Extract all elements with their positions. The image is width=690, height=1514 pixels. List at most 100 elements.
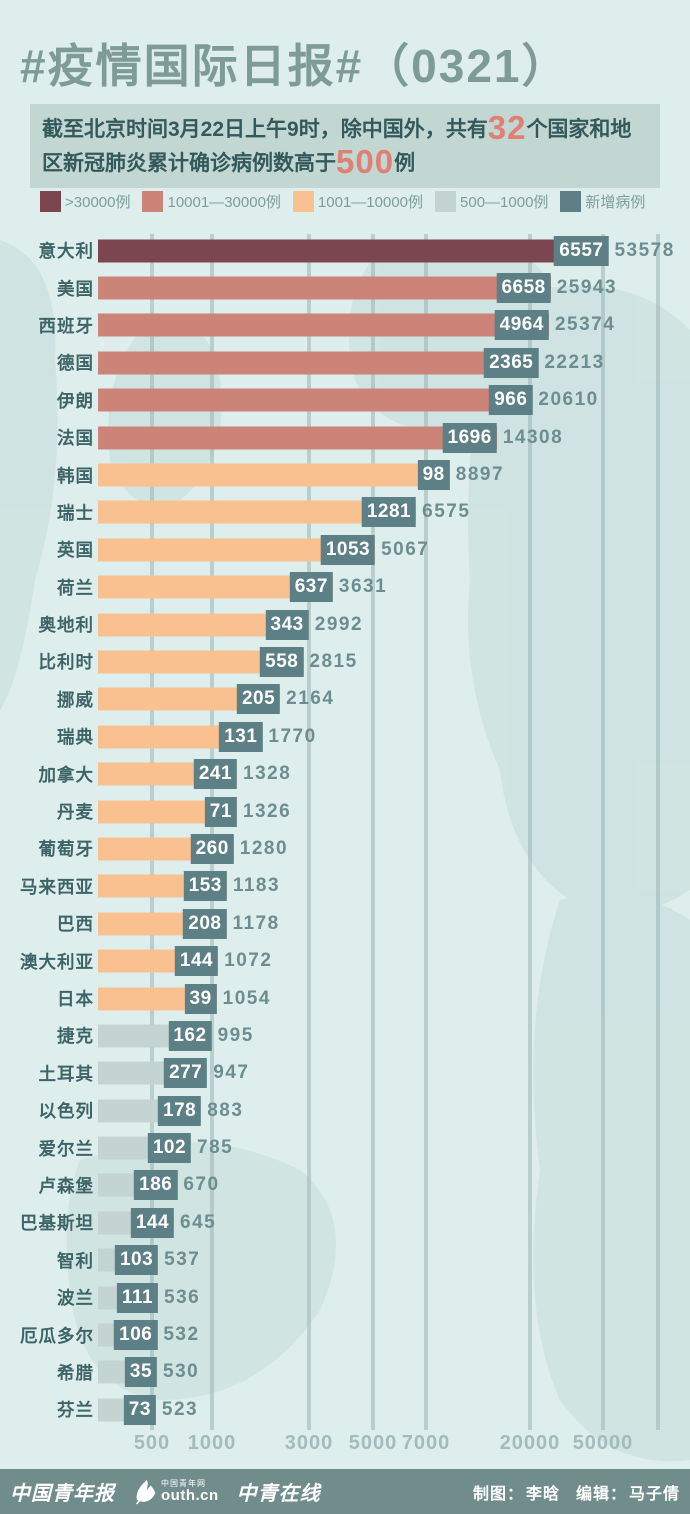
legend-item-b10001_30000: 10001—30000例: [142, 190, 281, 212]
country-label: 伊朗: [57, 390, 94, 411]
new-cases-badge: 1281: [361, 497, 417, 528]
legend-label: >30000例: [65, 193, 131, 211]
total-cases-bar: [98, 613, 309, 637]
country-label: 智利: [57, 1250, 94, 1271]
country-label: 西班牙: [38, 315, 94, 336]
country-count-highlight: 32: [487, 109, 527, 146]
chart-row: 意大利 6557 53578: [0, 232, 690, 269]
new-cases-badge: 2365: [484, 347, 539, 378]
chart-row: 葡萄牙 260 1280: [0, 830, 690, 867]
chart-row: 美国 6658 25943: [0, 269, 690, 306]
new-cases-badge: 1053: [320, 534, 376, 565]
chart-row: 以色列 178 883: [0, 1092, 690, 1129]
total-cases-value: 532: [163, 1324, 200, 1346]
bar-track: 98 8897: [98, 456, 690, 493]
chart-row: 卢森堡 186 670: [0, 1167, 690, 1204]
new-cases-badge: 260: [190, 833, 234, 864]
chart-rows: 意大利 6557 53578 美国 6658 25943 西班牙 4964 25374 德国 236…: [0, 232, 690, 1429]
new-cases-badge: 153: [183, 871, 227, 902]
country-label: 比利时: [38, 652, 94, 673]
gridline: [656, 234, 660, 1430]
bar-track: 208 1178: [98, 905, 690, 942]
x-axis-tick-label: 20000: [499, 1432, 561, 1454]
bar-track: 102 785: [98, 1129, 690, 1166]
country-label: 丹麦: [57, 802, 94, 823]
total-cases-value: 537: [164, 1249, 201, 1271]
new-cases-badge: 102: [147, 1133, 192, 1164]
total-cases-value: 1054: [222, 987, 271, 1009]
new-cases-badge: 103: [114, 1245, 159, 1276]
banner-text-middle: 个国家和地区新冠肺炎累计确诊病例数高于: [42, 118, 632, 175]
bar-track: 144 645: [98, 1204, 690, 1241]
gridline: [528, 234, 532, 1430]
country-label: 以色列: [38, 1101, 94, 1122]
chart-row: 比利时 558 2815: [0, 643, 690, 680]
chart-row: 韩国 98 8897: [0, 456, 690, 493]
bar-track: 35 530: [98, 1354, 690, 1391]
chart-row: 西班牙 4964 25374: [0, 307, 690, 344]
new-cases-badge: 106: [114, 1320, 158, 1351]
summary-banner: 截至北京时间3月22日上午9时，除中国外，共有32个国家和地区新冠肺炎累计确诊病…: [30, 104, 660, 188]
country-label: 日本: [57, 989, 94, 1009]
chart-row: 厄瓜多尔 106 532: [0, 1316, 690, 1353]
chart-row: 德国 2365 22213: [0, 344, 690, 381]
x-axis-tick-label: 50000: [572, 1432, 634, 1454]
country-label: 奥地利: [38, 615, 94, 636]
gridline: [307, 234, 311, 1430]
bar-track: 153 1183: [98, 868, 690, 905]
bar-track: 2365 22213: [98, 344, 690, 381]
ginkgo-leaf-icon: [135, 1479, 156, 1504]
total-cases-value: 536: [164, 1286, 201, 1308]
country-label: 韩国: [57, 465, 94, 486]
chart-row: 荷兰 637 3631: [0, 569, 690, 606]
new-cases-badge: 6557: [554, 235, 609, 266]
new-cases-badge: 205: [236, 684, 281, 715]
total-cases-value: 6575: [422, 501, 471, 523]
total-cases-value: 1178: [232, 912, 280, 934]
legend-label: 新增病例: [585, 193, 646, 211]
total-cases-value: 22213: [544, 351, 605, 373]
bar-track: 260 1280: [98, 830, 690, 867]
total-cases-value: 2164: [286, 688, 335, 710]
youth-cn-badge: 中国青年网: [161, 1479, 206, 1488]
total-cases-value: 2815: [309, 650, 358, 672]
country-label: 英国: [57, 540, 94, 561]
credits: 制图： 李晗 编辑： 马子倩: [471, 1480, 680, 1504]
country-label: 法国: [57, 428, 94, 449]
country-label: 爱尔兰: [38, 1138, 94, 1159]
bar-track: 343 2992: [98, 606, 690, 643]
new-cases-badge: 144: [130, 1207, 175, 1238]
china-youth-daily-logo: 中国青年报: [10, 1483, 115, 1505]
total-cases-value: 53578: [614, 239, 675, 261]
chart-row: 马来西亚 153 1183: [0, 868, 690, 905]
total-cases-value: 25374: [554, 314, 616, 336]
design-credit-name: 李晗: [525, 1485, 560, 1503]
chart-row: 爱尔兰 102 785: [0, 1129, 690, 1166]
legend-swatch: [292, 190, 314, 212]
new-cases-badge: 144: [174, 946, 219, 977]
chart-row: 加拿大 241 1328: [0, 755, 690, 792]
legend-swatch: [40, 190, 61, 212]
legend-label: 1001—10000例: [317, 193, 424, 211]
country-label: 德国: [57, 353, 94, 374]
legend-swatch: [435, 190, 457, 212]
chart-row: 法国 1696 14308: [0, 419, 690, 456]
legend-label: 10001—30000例: [167, 193, 281, 211]
country-label: 荷兰: [57, 577, 94, 598]
design-credit-label: 制图：: [472, 1485, 524, 1503]
chart-row: 希腊 35 530: [0, 1354, 690, 1391]
bar-track: 1281 6575: [98, 494, 690, 531]
chart-row: 芬兰 73 523: [0, 1391, 690, 1428]
new-cases-badge: 637: [289, 572, 333, 603]
x-axis-tick-label: 7000: [401, 1432, 451, 1454]
country-label: 葡萄牙: [38, 839, 94, 860]
publisher-logos: 中国青年报 中国青年网 outh.cn 中青在线: [10, 1477, 321, 1506]
bar-track: 6557 53578: [98, 232, 690, 269]
footer-bar: 中国青年报 中国青年网 outh.cn 中青在线 制图： 李晗 编辑： 马子倩: [0, 1469, 690, 1514]
new-cases-badge: 178: [158, 1095, 202, 1126]
gridline: [150, 234, 154, 1430]
total-cases-bar: [98, 463, 450, 487]
bar-track: 39 1054: [98, 980, 690, 1017]
